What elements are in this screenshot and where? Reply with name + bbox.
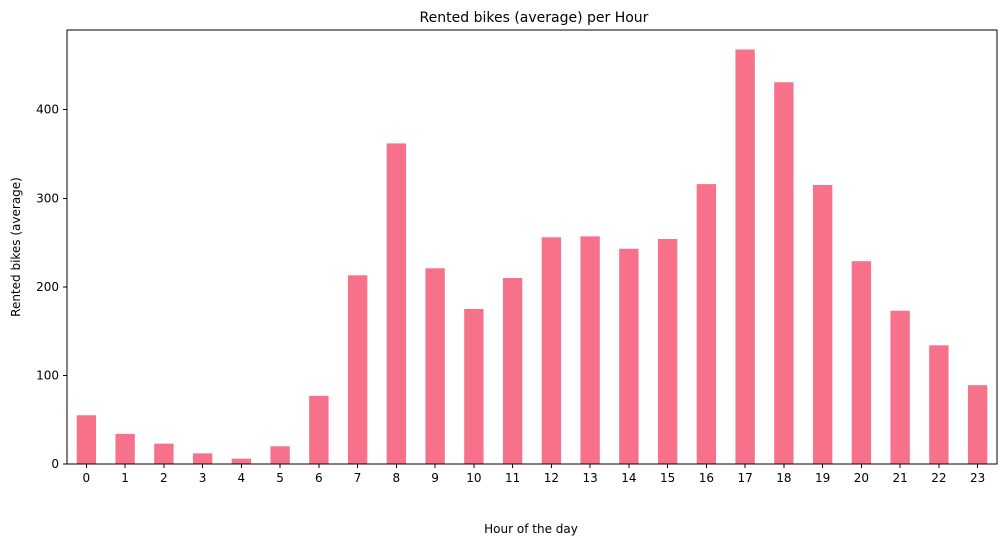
x-tick-label: 9 — [431, 471, 439, 485]
bar-18 — [774, 82, 794, 464]
x-tick-label: 21 — [892, 471, 907, 485]
x-tick-label: 5 — [276, 471, 284, 485]
x-tick-label: 10 — [466, 471, 481, 485]
bar-22 — [929, 345, 949, 464]
x-tick-label: 23 — [970, 471, 985, 485]
x-tick-label: 6 — [315, 471, 323, 485]
bar-17 — [735, 49, 755, 464]
y-tick-label: 200 — [36, 280, 59, 294]
x-tick-label: 4 — [238, 471, 246, 485]
bar-1 — [115, 433, 135, 464]
bar-21 — [890, 310, 910, 464]
bar-20 — [851, 261, 872, 464]
x-tick-label: 19 — [815, 471, 830, 485]
bar-4 — [231, 458, 252, 464]
y-tick-label: 400 — [36, 103, 59, 117]
x-tick-label: 15 — [660, 471, 675, 485]
bar-15 — [657, 239, 678, 464]
x-tick-label: 22 — [931, 471, 946, 485]
bars-group — [76, 49, 988, 464]
y-axis-ticks: 0 100 200 300 400 — [36, 103, 67, 471]
y-tick-label: 0 — [51, 457, 59, 471]
x-tick-label: 13 — [582, 471, 597, 485]
bar-23 — [967, 385, 988, 464]
x-tick-label: 8 — [393, 471, 401, 485]
x-tick-label: 16 — [699, 471, 714, 485]
x-tick-label: 14 — [621, 471, 636, 485]
bar-2 — [154, 443, 174, 464]
bar-0 — [76, 415, 97, 464]
bar-6 — [309, 395, 329, 464]
x-tick-label: 1 — [121, 471, 129, 485]
x-tick-label: 11 — [505, 471, 520, 485]
bar-3 — [192, 453, 213, 464]
bar-16 — [696, 184, 717, 464]
bar-5 — [270, 446, 290, 464]
chart-title: Rented bikes (average) per Hour — [420, 10, 649, 26]
bar-10 — [464, 309, 484, 464]
y-tick-label: 300 — [36, 191, 59, 205]
x-tick-label: 2 — [160, 471, 168, 485]
bar-11 — [502, 278, 523, 464]
x-tick-label: 0 — [83, 471, 91, 485]
x-axis-ticks: 0 1 2 3 4 5 6 7 8 9 10 11 12 13 14 15 16 17 18 19 20 21 22 23 — [83, 464, 985, 485]
x-axis-title: Hour of the day — [484, 522, 578, 536]
y-axis-title: Rented bikes (average) — [9, 177, 23, 317]
bar-13 — [580, 236, 600, 464]
x-tick-label: 3 — [199, 471, 207, 485]
y-tick-label: 100 — [36, 368, 59, 382]
bar-9 — [425, 268, 445, 464]
plot-frame — [66, 29, 998, 465]
bar-14 — [619, 248, 639, 464]
bar-12 — [541, 237, 562, 464]
x-tick-label: 18 — [776, 471, 791, 485]
x-tick-label: 12 — [544, 471, 559, 485]
bar-7 — [347, 275, 368, 464]
x-tick-label: 7 — [354, 471, 362, 485]
bar-19 — [812, 185, 833, 464]
x-tick-label: 17 — [737, 471, 752, 485]
x-tick-label: 20 — [854, 471, 869, 485]
bar-8 — [386, 143, 407, 464]
